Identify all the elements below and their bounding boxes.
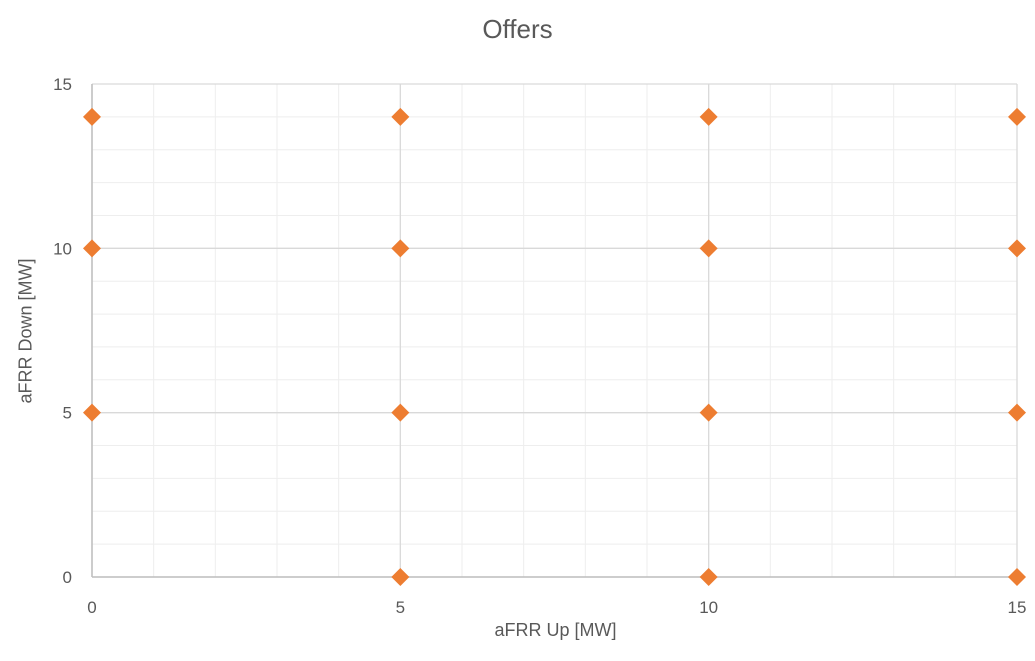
major-gridlines — [91, 83, 1018, 578]
data-point-diamond — [83, 403, 101, 422]
data-point-diamond — [699, 568, 718, 586]
y-tick-label: 5 — [63, 404, 72, 423]
data-point-diamond — [1008, 568, 1026, 586]
data-point-diamond — [1008, 239, 1026, 258]
y-tick-label: 10 — [53, 239, 72, 258]
data-point-diamond — [83, 107, 101, 126]
data-point-diamond — [391, 107, 410, 126]
data-point-diamond — [699, 107, 718, 126]
data-point-diamond — [699, 239, 718, 258]
x-tick-label: 15 — [1008, 598, 1027, 617]
data-point-diamond — [391, 403, 410, 422]
minor-gridlines — [91, 83, 1018, 578]
chart-title: Offers — [482, 14, 553, 44]
y-tick-label: 0 — [63, 568, 72, 587]
data-point-diamond — [1008, 403, 1026, 422]
x-tick-label: 5 — [396, 598, 405, 617]
x-tick-label: 0 — [87, 598, 96, 617]
x-tick-label: 10 — [699, 598, 718, 617]
x-axis-label: aFRR Up [MW] — [494, 620, 617, 640]
data-points — [83, 107, 1026, 586]
data-point-diamond — [699, 403, 718, 422]
data-point-diamond — [1008, 107, 1026, 126]
data-point-diamond — [391, 568, 410, 586]
y-tick-label: 15 — [53, 75, 72, 94]
y-tick-labels: 0 5 10 15 — [53, 75, 72, 587]
x-tick-labels: 0 5 10 15 — [87, 598, 1026, 617]
data-point-diamond — [391, 239, 410, 258]
data-point-diamond — [83, 239, 101, 258]
x-axis-label-wrap: aFRR Up [MW] — [0, 620, 1035, 641]
y-axis-label: aFRR Down [MW] — [15, 258, 36, 404]
axes — [91, 84, 1017, 578]
